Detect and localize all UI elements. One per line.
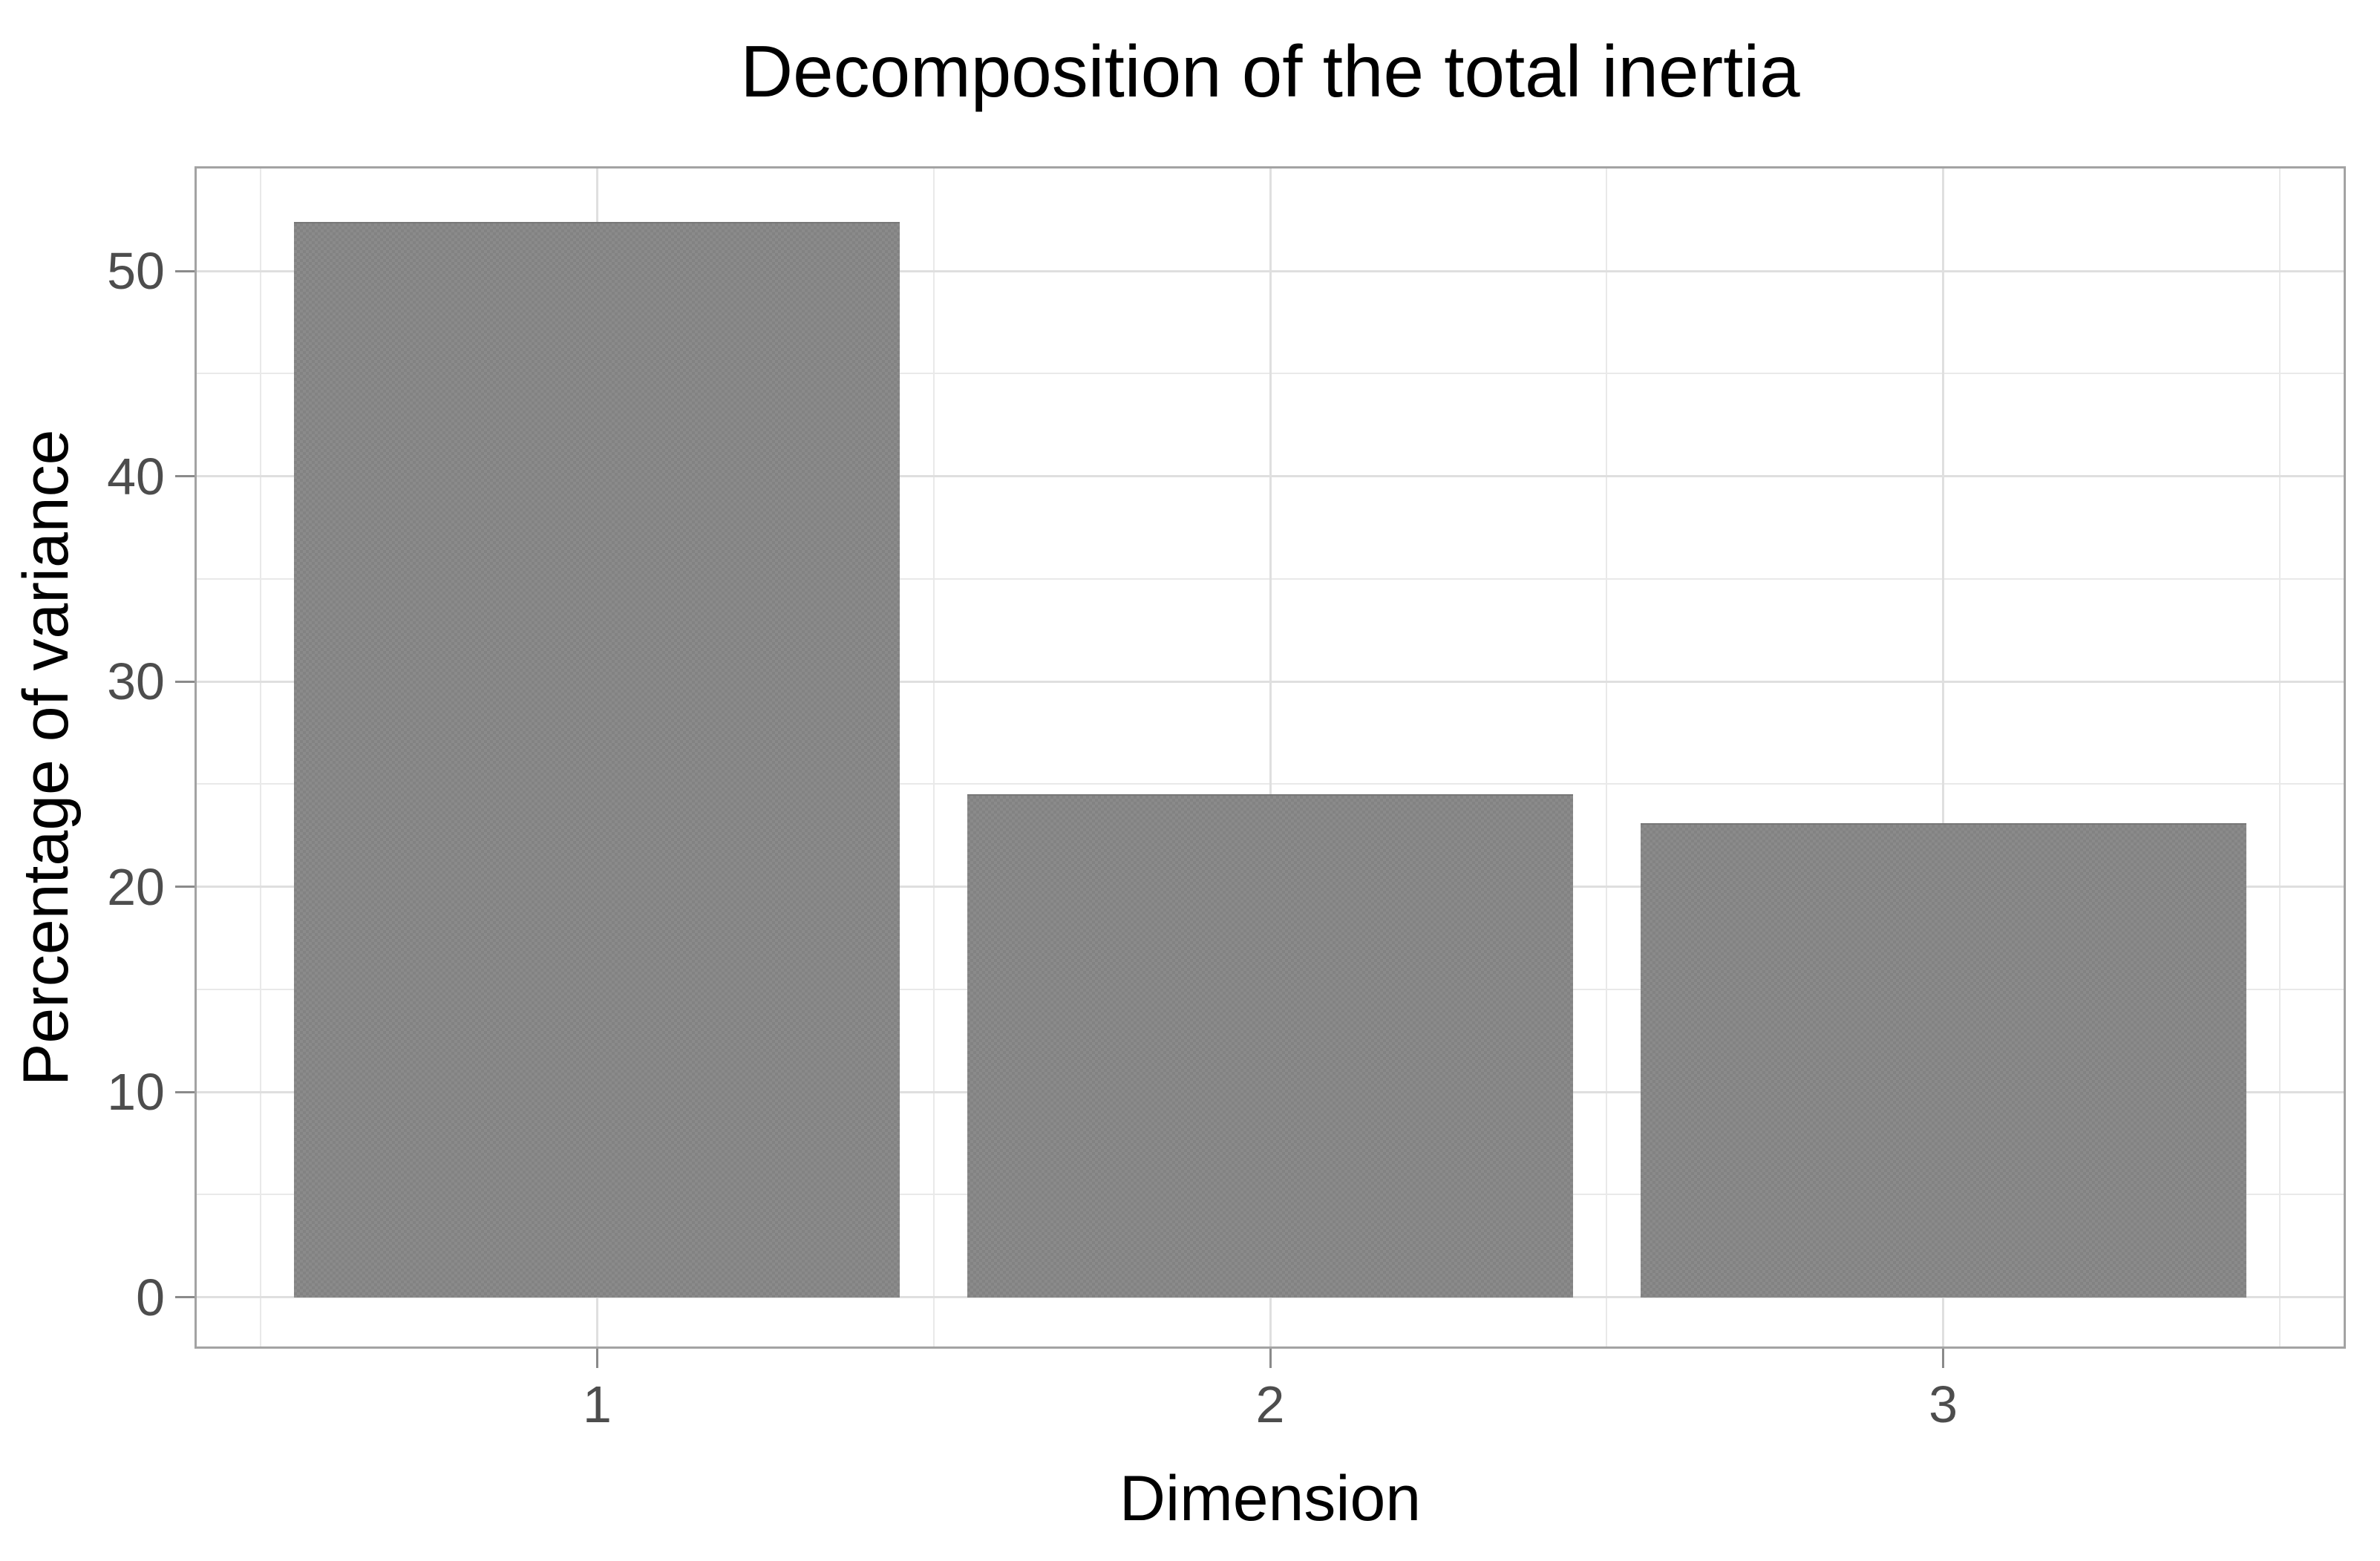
x-tick-label: 3 [1929, 1375, 1958, 1433]
y-tick-label: 40 [107, 447, 165, 505]
gridline-x-major [1942, 168, 1945, 1346]
y-tick-label: 10 [107, 1063, 165, 1122]
chart-title: Decomposition of the total inertia [740, 30, 1800, 112]
y-axis-tick [175, 269, 194, 272]
x-tick-label: 2 [1255, 1375, 1285, 1433]
bar [294, 221, 900, 1297]
bar [1640, 822, 2246, 1297]
y-axis-tick [175, 886, 194, 889]
gridline-x-minor [1606, 168, 1608, 1346]
y-axis-tick [175, 1296, 194, 1299]
y-axis-tick [175, 475, 194, 478]
bar [967, 794, 1573, 1297]
gridline-x-minor [2278, 168, 2281, 1346]
x-axis-tick [595, 1349, 598, 1368]
x-tick-label: 1 [582, 1375, 612, 1433]
plot-panel [194, 166, 2346, 1349]
y-axis-tick [175, 680, 194, 683]
x-axis-tick [1269, 1349, 1272, 1368]
x-axis-tick [1942, 1349, 1945, 1368]
y-axis-title: Percentage of variance [10, 429, 82, 1086]
y-tick-label: 50 [107, 242, 165, 301]
y-tick-label: 20 [107, 857, 165, 916]
gridline-x-minor [260, 168, 262, 1346]
gridline-x-minor [932, 168, 935, 1346]
y-tick-label: 0 [136, 1268, 165, 1326]
x-axis-title: Dimension [1119, 1463, 1422, 1534]
y-tick-label: 30 [107, 652, 165, 711]
gridline-x-major [1269, 168, 1272, 1346]
y-axis-tick [175, 1090, 194, 1093]
